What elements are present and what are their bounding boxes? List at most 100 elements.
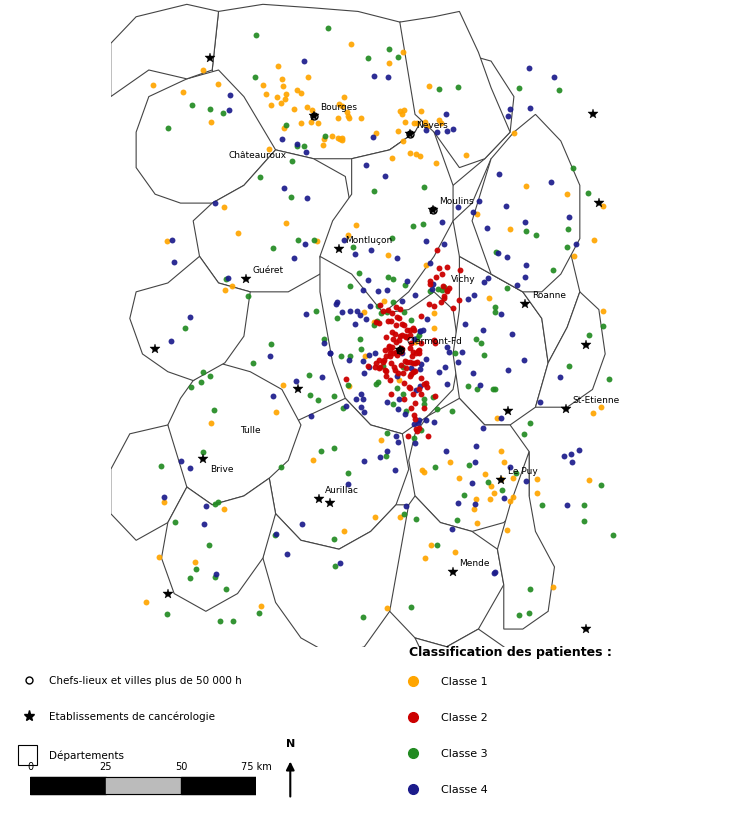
Bar bbox=[181, 777, 256, 794]
Point bbox=[317, 139, 329, 152]
Point bbox=[358, 306, 370, 319]
Point bbox=[179, 323, 192, 336]
Point bbox=[390, 319, 402, 333]
Point bbox=[495, 308, 507, 321]
Text: Montluçon: Montluçon bbox=[345, 236, 393, 245]
Point bbox=[397, 361, 409, 374]
Point bbox=[413, 346, 425, 360]
Point bbox=[340, 373, 352, 386]
Point bbox=[335, 350, 347, 363]
Text: 50: 50 bbox=[175, 762, 187, 771]
Point bbox=[377, 355, 389, 369]
Text: Classe 2: Classe 2 bbox=[440, 713, 487, 722]
Point bbox=[412, 423, 425, 436]
Point bbox=[436, 284, 448, 297]
Point bbox=[161, 608, 173, 621]
Point bbox=[487, 383, 499, 396]
Point bbox=[467, 206, 479, 219]
Point bbox=[305, 116, 317, 129]
Point bbox=[431, 244, 443, 257]
Point bbox=[391, 370, 403, 383]
Point bbox=[369, 378, 382, 391]
Point bbox=[481, 223, 493, 236]
Point bbox=[377, 305, 389, 319]
Point bbox=[452, 497, 464, 510]
Point bbox=[334, 133, 346, 147]
Point bbox=[535, 500, 547, 513]
Point bbox=[276, 74, 288, 87]
Point bbox=[326, 130, 338, 143]
Point bbox=[409, 437, 421, 450]
Point bbox=[428, 333, 440, 346]
Point bbox=[524, 582, 536, 595]
Point bbox=[383, 341, 395, 354]
Point bbox=[392, 51, 404, 64]
Text: Brive: Brive bbox=[210, 464, 233, 473]
Point bbox=[201, 500, 213, 514]
Point bbox=[421, 120, 433, 133]
Point bbox=[357, 355, 369, 369]
Point bbox=[399, 355, 411, 369]
Point bbox=[341, 106, 353, 119]
Point bbox=[506, 328, 518, 342]
Point bbox=[391, 301, 403, 314]
Point bbox=[166, 234, 178, 247]
Point bbox=[387, 296, 399, 310]
Point bbox=[462, 380, 474, 393]
Polygon shape bbox=[320, 257, 459, 434]
Point bbox=[298, 56, 310, 69]
Point bbox=[508, 127, 520, 140]
Point bbox=[405, 369, 417, 382]
Point bbox=[547, 581, 559, 595]
Point bbox=[271, 405, 283, 419]
Point bbox=[408, 333, 420, 346]
Point bbox=[360, 350, 372, 363]
Point bbox=[377, 360, 389, 373]
Point bbox=[308, 234, 320, 247]
Point bbox=[422, 430, 434, 443]
Point bbox=[489, 383, 501, 396]
Point bbox=[300, 147, 312, 160]
Point bbox=[224, 89, 236, 102]
Point bbox=[408, 409, 420, 422]
Point bbox=[418, 402, 430, 415]
Point bbox=[378, 295, 390, 308]
Text: Chefs-lieux et villes plus de 50 000 h: Chefs-lieux et villes plus de 50 000 h bbox=[49, 675, 242, 685]
Point bbox=[340, 400, 352, 414]
Point bbox=[412, 345, 424, 358]
Point bbox=[420, 377, 432, 390]
Point bbox=[452, 201, 464, 215]
Point bbox=[419, 116, 431, 129]
Point bbox=[391, 349, 403, 362]
Point bbox=[562, 223, 574, 236]
Text: Classification des patientes :: Classification des patientes : bbox=[409, 645, 612, 658]
Point bbox=[415, 372, 428, 385]
Point bbox=[558, 450, 570, 463]
Point bbox=[147, 79, 159, 93]
Text: Classe 3: Classe 3 bbox=[440, 749, 487, 758]
Point bbox=[368, 70, 380, 84]
Point bbox=[404, 147, 416, 160]
Point bbox=[400, 279, 412, 292]
Point bbox=[140, 595, 152, 609]
Point bbox=[152, 550, 164, 563]
Point bbox=[398, 393, 410, 406]
Point bbox=[396, 347, 408, 360]
Text: Classe 4: Classe 4 bbox=[440, 785, 487, 794]
Text: Mende: Mende bbox=[459, 559, 490, 568]
Point bbox=[406, 357, 418, 370]
Point bbox=[396, 295, 408, 308]
Point bbox=[443, 283, 455, 296]
Point bbox=[392, 125, 404, 138]
Point bbox=[373, 355, 385, 368]
Point bbox=[270, 527, 282, 541]
Point bbox=[554, 372, 566, 385]
Point bbox=[368, 186, 380, 199]
Point bbox=[302, 72, 314, 85]
Point bbox=[420, 414, 432, 428]
Point bbox=[414, 325, 426, 338]
Point bbox=[595, 400, 607, 414]
Point bbox=[446, 405, 458, 419]
Point bbox=[391, 337, 403, 350]
Point bbox=[411, 355, 423, 369]
